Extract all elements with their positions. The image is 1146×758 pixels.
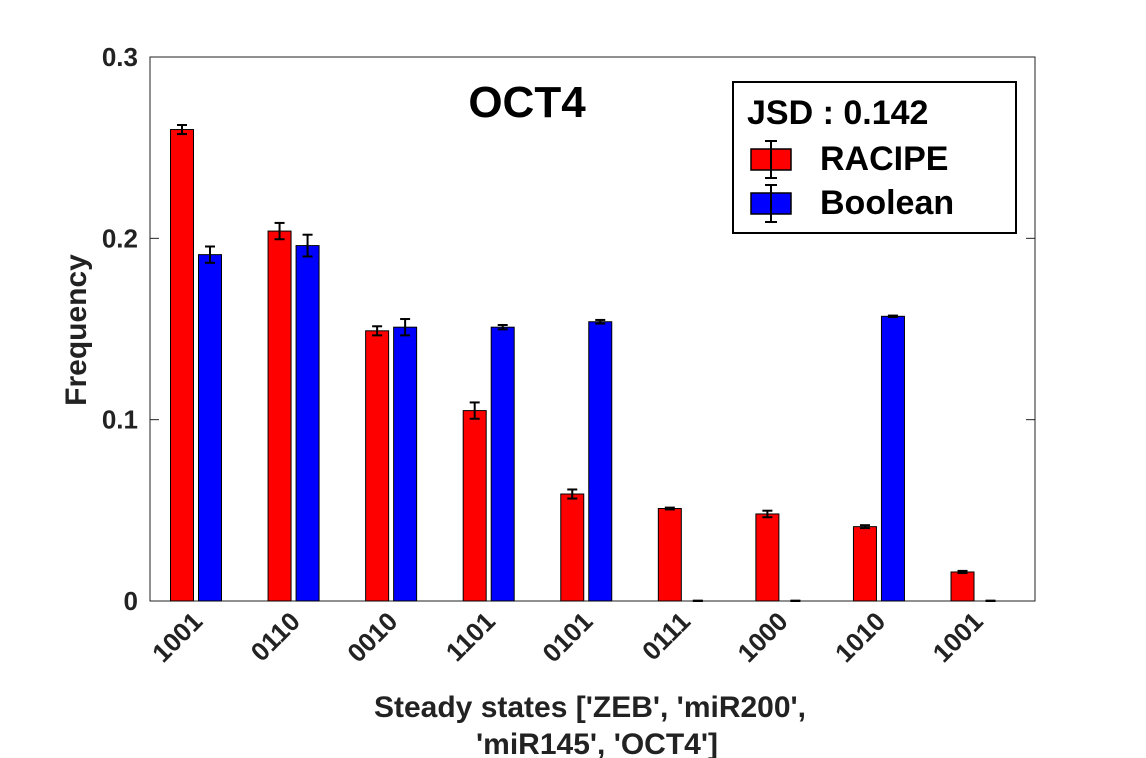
x-tick-label: 0110 (245, 606, 306, 667)
bar-racipe (852, 526, 877, 602)
x-tick-label: 1001 (146, 606, 208, 668)
bar-racipe (755, 513, 780, 602)
bar-boolean (588, 321, 613, 602)
y-tick-label: 0.2 (102, 223, 138, 253)
bar-racipe (560, 493, 585, 602)
bar-boolean (198, 254, 222, 602)
x-tick-label: 0010 (341, 606, 403, 668)
x-axis: 1001 0110 0010 1101 0101 0111 1000 1010 1001 (146, 606, 989, 668)
y-axis-label: Frequency (60, 254, 93, 406)
legend-entry-racipe: RACIPE (750, 140, 948, 179)
bar-boolean (393, 326, 418, 602)
chart-title: OCT4 (468, 78, 586, 127)
bar-boolean (295, 245, 320, 602)
bar-racipe (267, 230, 292, 602)
legend: JSD : 0.142 RACIPE Boolean (732, 81, 1017, 234)
y-tick-label: 0.1 (102, 405, 138, 435)
bar-racipe (950, 571, 975, 602)
bar-racipe (462, 410, 487, 602)
y-axis: 0 0.1 0.2 0.3 (102, 42, 1035, 616)
x-axis-label-line-1: Steady states ['ZEB', 'miR200', (374, 691, 806, 724)
legend-label-racipe: RACIPE (820, 140, 948, 178)
x-tick-label: 1101 (440, 606, 501, 667)
x-axis-label-line-2: 'miR145', 'OCT4'] (476, 728, 718, 758)
bar-racipe (170, 129, 194, 602)
bar-racipe (657, 508, 682, 602)
bar-boolean (490, 326, 515, 602)
x-tick-label: 1001 (927, 606, 989, 668)
bars-group (170, 124, 996, 602)
x-tick-label: 0101 (536, 606, 598, 668)
y-tick-label: 0 (124, 586, 138, 616)
x-tick-label: 1000 (732, 606, 794, 668)
y-tick-label: 0.3 (102, 42, 138, 72)
x-tick-label: 1010 (829, 606, 891, 668)
legend-label-boolean: Boolean (820, 184, 954, 222)
bar-boolean (880, 315, 905, 602)
legend-title: JSD : 0.142 (747, 94, 928, 132)
bar-racipe (365, 330, 390, 602)
legend-entry-boolean: Boolean (750, 184, 954, 223)
x-tick-label: 0111 (636, 606, 696, 666)
